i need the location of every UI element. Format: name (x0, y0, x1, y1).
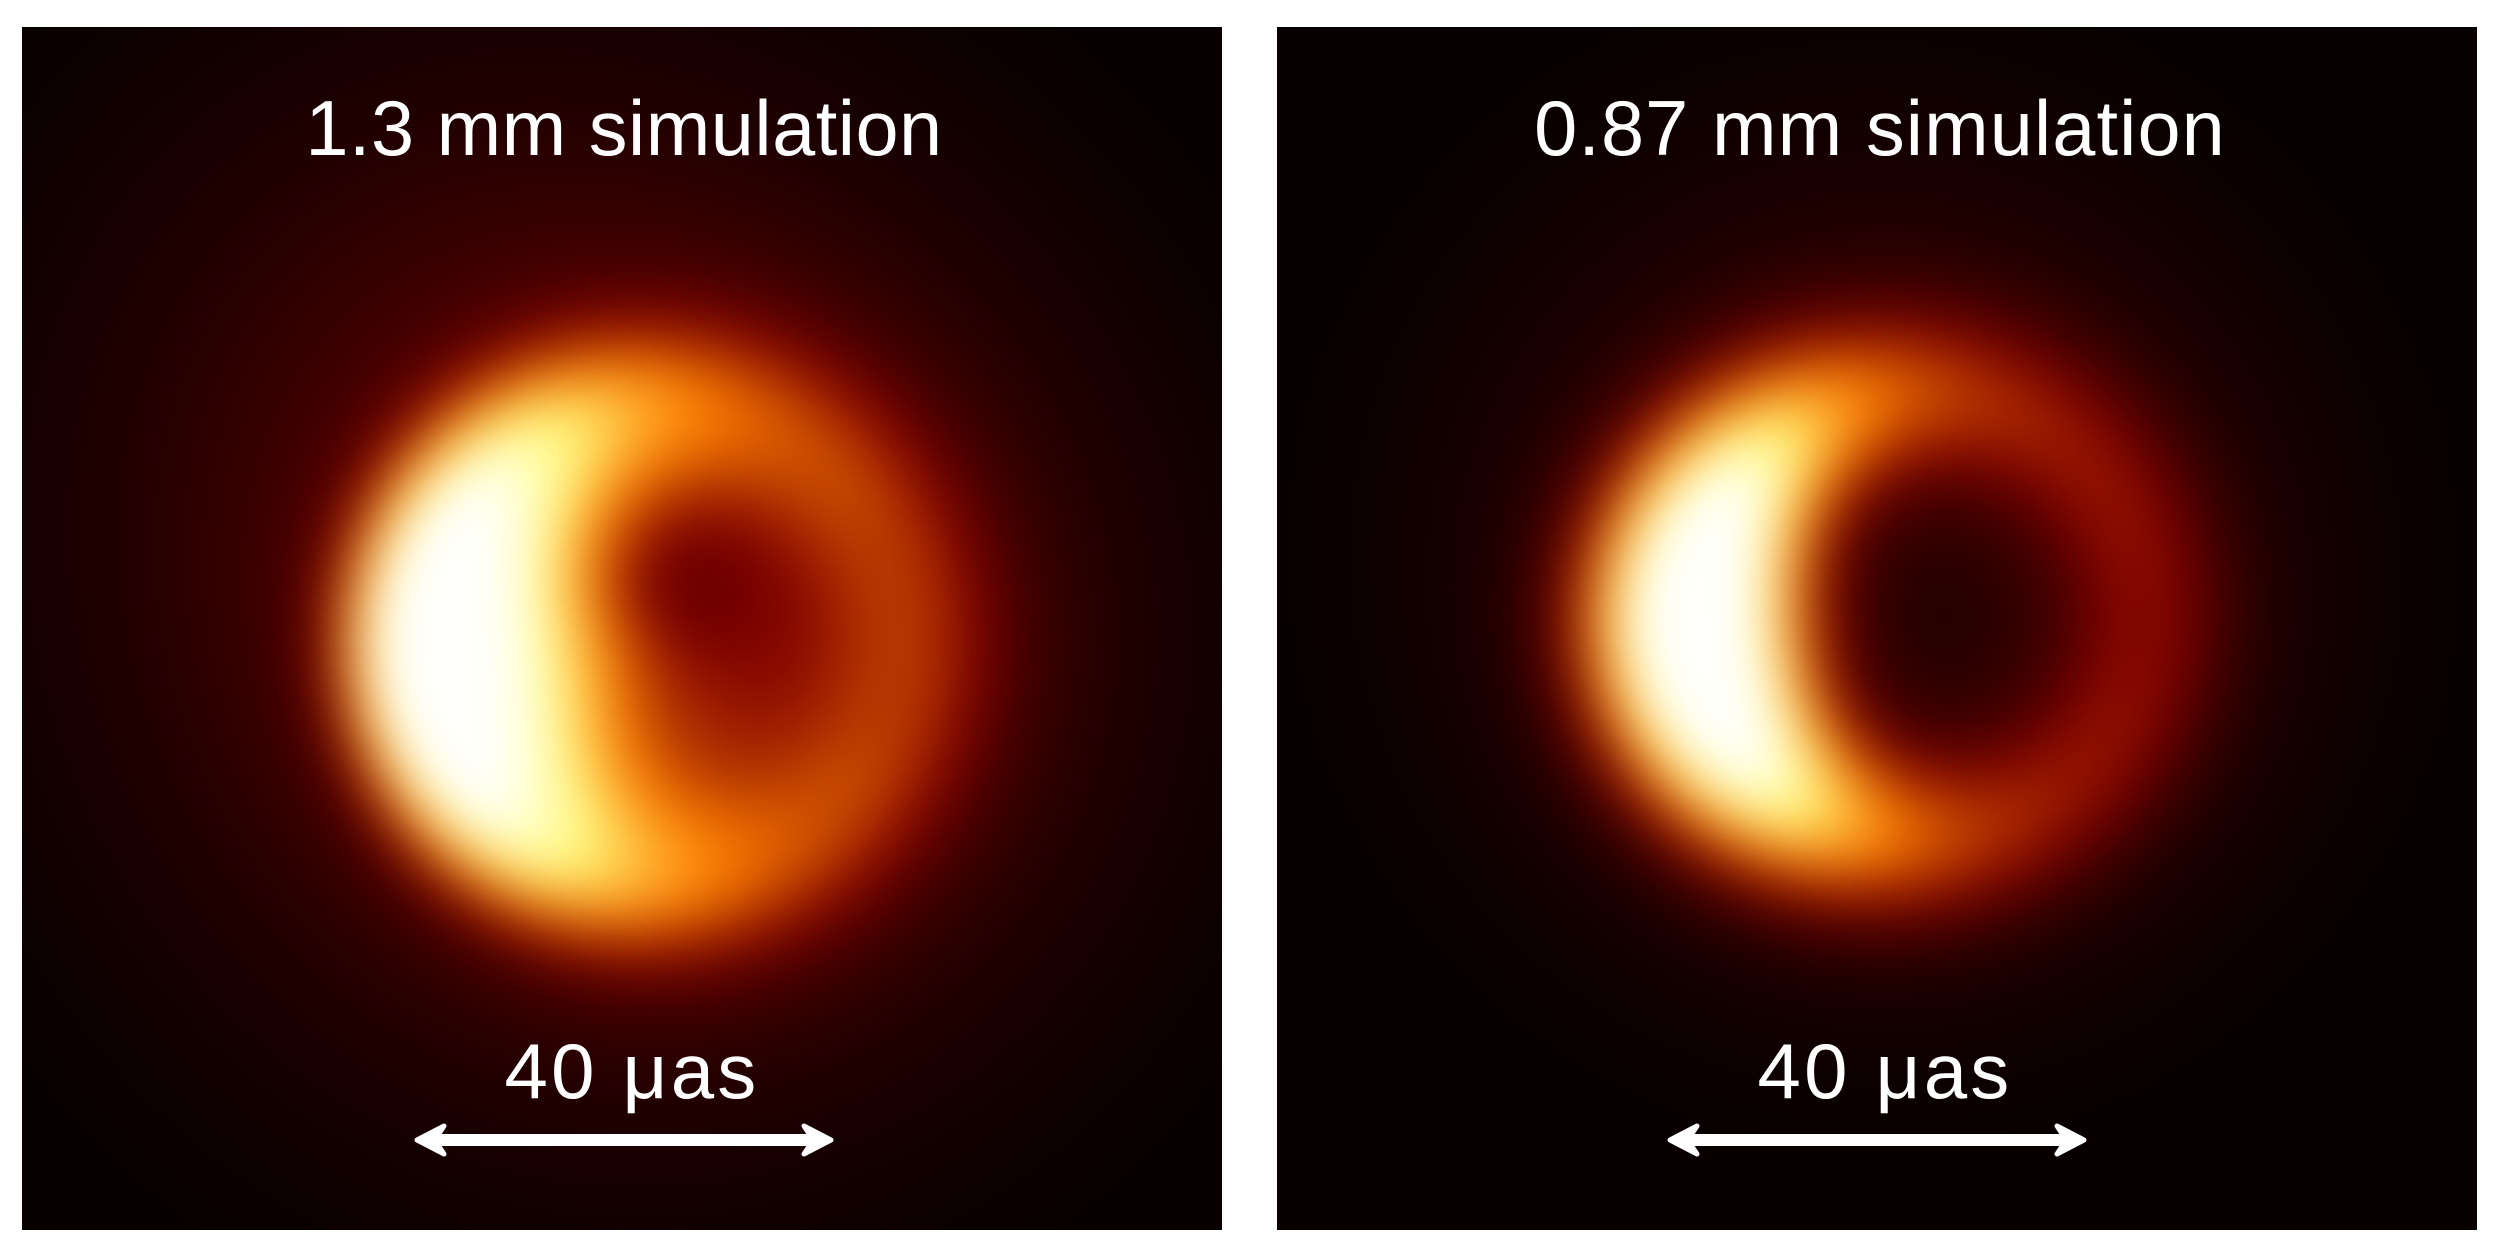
svg-text:1.3 mm simulation: 1.3 mm simulation (305, 86, 942, 172)
svg-text:40 μas: 40 μas (1758, 1027, 2013, 1115)
svg-text:0.87 mm simulation: 0.87 mm simulation (1534, 86, 2226, 172)
svg-text:40 μas: 40 μas (505, 1027, 760, 1115)
